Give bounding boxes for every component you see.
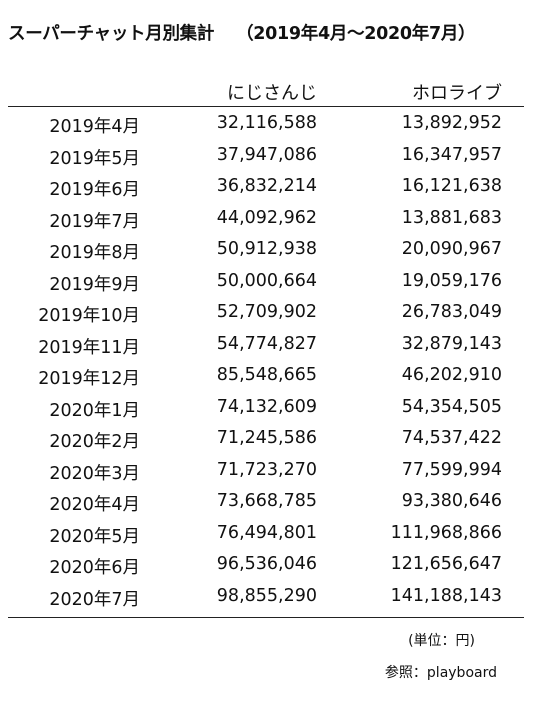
month-cell: 2019年7月 [49,211,140,232]
hololive-value-cell: 16,347,957 [401,144,502,165]
month-cell: 2019年10月 [38,306,140,326]
hololive-value-cell: 16,121,638 [401,176,502,196]
table-row: 2019年12月 85,548,665 46,202,910 [8,362,524,394]
month-cell: 2019年12月 [38,369,140,389]
hololive-value-cell: 13,892,952 [401,113,502,133]
nijisanji-value-cell: 50,000,664 [216,270,317,291]
table-header: にじさんじ ホロライブ [8,79,524,107]
table-row: 2020年3月 71,723,270 77,599,994 [8,457,524,489]
hololive-value-cell: 141,188,143 [390,585,502,606]
month-cell: 2019年8月 [49,243,140,263]
nijisanji-value-cell: 50,912,938 [216,239,317,259]
table-row: 2020年6月 96,536,046 121,656,647 [8,551,524,583]
month-cell: 2019年5月 [49,148,140,169]
month-cell: 2020年4月 [49,495,140,515]
nijisanji-value-cell: 54,774,827 [216,333,317,354]
hololive-value-cell: 46,202,910 [401,365,502,385]
month-cell: 2019年9月 [49,274,140,295]
nijisanji-value-cell: 71,245,586 [216,428,317,448]
table-row: 2020年1月 74,132,609 54,354,505 [8,394,524,426]
table-row: 2019年8月 50,912,938 20,090,967 [8,236,524,268]
table-row: 2019年9月 50,000,664 19,059,176 [8,268,524,300]
table-row: 2020年2月 71,245,586 74,537,422 [8,425,524,457]
hololive-value-cell: 77,599,994 [401,459,502,480]
table-bottom-rule [8,617,524,618]
table-row: 2019年7月 44,092,962 13,881,683 [8,205,524,237]
nijisanji-value-cell: 36,832,214 [216,176,317,196]
unit-note: (単位：円) [408,633,475,649]
hololive-value-cell: 13,881,683 [401,207,502,228]
table-row: 2020年7月 98,855,290 141,188,143 [8,583,524,615]
month-cell: 2020年2月 [49,432,140,452]
table-body: 2019年4月 32,116,588 13,892,952 2019年5月 37,947… [8,110,524,614]
hololive-value-cell: 20,090,967 [401,239,502,259]
nijisanji-value-cell: 74,132,609 [216,396,317,417]
table-row: 2020年4月 73,668,785 93,380,646 [8,488,524,520]
month-cell: 2020年7月 [49,589,140,610]
hololive-value-cell: 93,380,646 [401,491,502,511]
nijisanji-value-cell: 71,723,270 [216,459,317,480]
title-main: スーパーチャット月別集計 [8,24,215,44]
table-title: スーパーチャット月別集計 （2019年4月～2020年7月） [8,20,476,45]
month-cell: 2020年1月 [49,400,140,421]
source-note: 参照：playboard [384,665,497,681]
table-row: 2019年11月 54,774,827 32,879,143 [8,331,524,363]
hololive-value-cell: 111,968,866 [390,522,502,543]
title-period: （2019年4月～2020年7月） [236,24,476,44]
month-cell: 2020年3月 [49,463,140,484]
hololive-value-cell: 32,879,143 [401,333,502,354]
hololive-value-cell: 26,783,049 [401,302,502,322]
nijisanji-value-cell: 76,494,801 [216,522,317,543]
column-header-nijisanji: にじさんじ [227,83,317,104]
nijisanji-value-cell: 98,855,290 [216,585,317,606]
nijisanji-value-cell: 85,548,665 [216,365,317,385]
table-row: 2019年10月 52,709,902 26,783,049 [8,299,524,331]
hololive-value-cell: 121,656,647 [390,554,502,574]
nijisanji-value-cell: 52,709,902 [216,302,317,322]
nijisanji-value-cell: 73,668,785 [216,491,317,511]
nijisanji-value-cell: 32,116,588 [216,113,317,133]
hololive-value-cell: 74,537,422 [401,428,502,448]
nijisanji-value-cell: 44,092,962 [216,207,317,228]
month-cell: 2019年4月 [49,117,140,137]
hololive-value-cell: 19,059,176 [401,270,502,291]
month-cell: 2019年6月 [49,180,140,200]
month-cell: 2019年11月 [38,337,140,358]
column-header-hololive: ホロライブ [412,83,502,104]
month-cell: 2020年6月 [49,558,140,578]
table-row: 2020年5月 76,494,801 111,968,866 [8,520,524,552]
hololive-value-cell: 54,354,505 [401,396,502,417]
nijisanji-value-cell: 37,947,086 [216,144,317,165]
month-cell: 2020年5月 [49,526,140,547]
table-row: 2019年5月 37,947,086 16,347,957 [8,142,524,174]
table-row: 2019年4月 32,116,588 13,892,952 [8,110,524,142]
nijisanji-value-cell: 96,536,046 [216,554,317,574]
table-row: 2019年6月 36,832,214 16,121,638 [8,173,524,205]
